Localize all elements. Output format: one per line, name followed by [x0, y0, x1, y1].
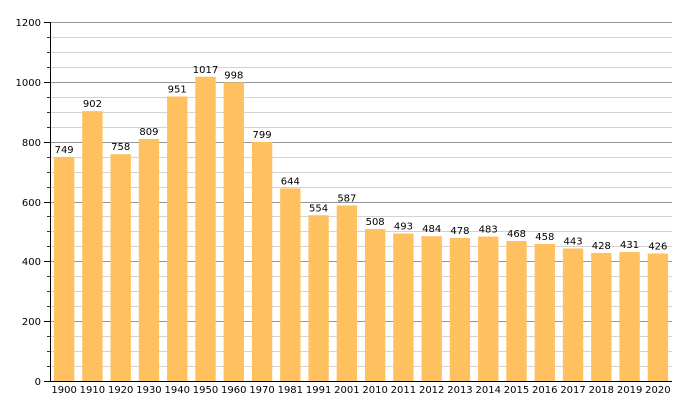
- data-label-1981: 644: [281, 176, 300, 187]
- bar-2017: [562, 248, 584, 381]
- bar-2011: [393, 233, 414, 381]
- data-label-1970: 799: [253, 130, 272, 141]
- x-tick-label-2020: 2020: [645, 385, 670, 396]
- bar-2019: [619, 252, 640, 381]
- data-label-2015: 468: [507, 229, 526, 240]
- bar-1950: [195, 76, 216, 381]
- data-label-1930: 809: [139, 127, 158, 138]
- x-tick-label-2018: 2018: [589, 385, 614, 396]
- bar-2015: [506, 240, 527, 381]
- x-tick-label-1930: 1930: [136, 385, 161, 396]
- x-tick-label-2011: 2011: [391, 385, 416, 396]
- data-label-2017: 443: [564, 236, 583, 247]
- x-tick-label-1910: 1910: [80, 385, 105, 396]
- x-tick-label-2017: 2017: [560, 385, 585, 396]
- x-tick-label-1970: 1970: [249, 385, 274, 396]
- data-label-1910: 902: [83, 99, 102, 110]
- data-label-1991: 554: [309, 203, 328, 214]
- y-tick-label: 800: [22, 138, 41, 149]
- axis-layer: [44, 22, 672, 382]
- x-tick-label-1981: 1981: [278, 385, 303, 396]
- x-tick-label-2001: 2001: [334, 385, 359, 396]
- data-label-2010: 508: [366, 217, 385, 228]
- y-tick-label: 400: [22, 257, 41, 268]
- data-label-1940: 951: [168, 84, 187, 95]
- data-label-2019: 431: [620, 240, 639, 251]
- y-tick-label: 200: [22, 317, 41, 328]
- x-tick-label-1950: 1950: [193, 385, 218, 396]
- x-tick-label-1991: 1991: [306, 385, 331, 396]
- x-tick-label-2010: 2010: [362, 385, 387, 396]
- bar-1900: [53, 156, 75, 381]
- bar-2018: [591, 252, 612, 381]
- bar-1981: [280, 188, 301, 381]
- y-tick-label: 1200: [16, 18, 41, 29]
- data-label-1920: 758: [111, 142, 130, 153]
- x-tick-label-2012: 2012: [419, 385, 444, 396]
- data-label-1960: 998: [224, 70, 243, 81]
- x-tick-label-1960: 1960: [221, 385, 246, 396]
- bar-1960: [223, 82, 244, 382]
- x-tick-label-1940: 1940: [165, 385, 190, 396]
- bar-layer: [53, 76, 669, 382]
- data-label-2018: 428: [592, 241, 611, 252]
- data-label-2020: 426: [648, 242, 667, 253]
- x-tick-label-1920: 1920: [108, 385, 133, 396]
- data-label-1900: 749: [55, 145, 74, 156]
- x-tick-label-1900: 1900: [51, 385, 76, 396]
- x-tick-label-2016: 2016: [532, 385, 557, 396]
- data-label-2001: 587: [337, 193, 356, 204]
- x-tick-label-2013: 2013: [447, 385, 472, 396]
- bar-2013: [449, 238, 471, 381]
- bar-1940: [167, 96, 188, 382]
- label-layer: 0 200 400 600 800 1000 1200 749 1900 902 1910 758 19…: [16, 18, 671, 396]
- y-tick-label: 0: [35, 377, 41, 388]
- bar-1930: [138, 138, 160, 381]
- data-label-1950: 1017: [193, 65, 218, 76]
- x-tick-label-2019: 2019: [617, 385, 642, 396]
- bar-1910: [82, 111, 103, 382]
- data-label-2013: 478: [450, 226, 469, 237]
- data-label-2014: 483: [479, 225, 498, 236]
- bar-2020: [647, 253, 669, 381]
- bar-2010: [364, 229, 386, 381]
- bar-2001: [336, 205, 358, 381]
- x-tick-label-2014: 2014: [476, 385, 501, 396]
- bar-1920: [110, 154, 131, 381]
- bar-1970: [251, 141, 273, 381]
- bar-1991: [308, 215, 329, 381]
- y-tick-label: 1000: [16, 78, 41, 89]
- bar-2014: [478, 236, 499, 381]
- bar-2016: [534, 243, 555, 381]
- bar-2012: [421, 236, 442, 381]
- data-label-2012: 484: [422, 224, 441, 235]
- y-tick-label: 600: [22, 198, 41, 209]
- data-label-2016: 458: [535, 232, 554, 243]
- x-tick-label-2015: 2015: [504, 385, 529, 396]
- data-label-2011: 493: [394, 222, 413, 233]
